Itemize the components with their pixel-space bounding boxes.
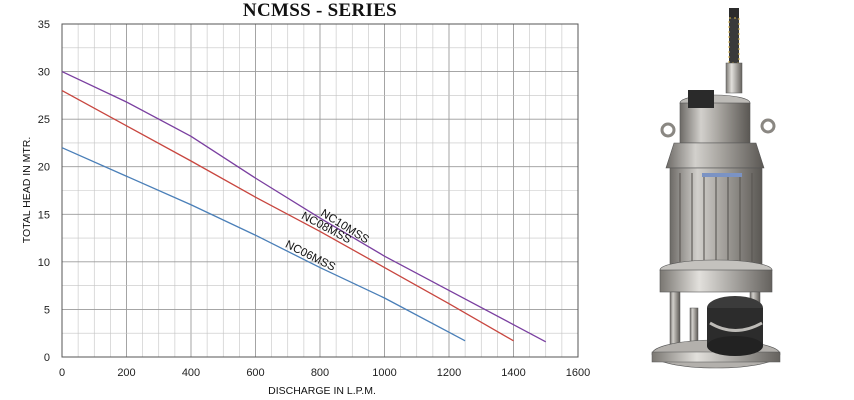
x-axis-label: DISCHARGE IN L.P.M. — [268, 385, 376, 397]
series-lines — [61, 70, 547, 343]
y-tick-label: 35 — [38, 19, 50, 31]
y-tick-label: 30 — [38, 67, 50, 79]
x-tick-label: 600 — [246, 367, 264, 379]
series-line-nc06mss — [61, 147, 466, 342]
tick-labels: 0 200 400 600 800 1000 1200 1400 1600 0 5 10 15 20 25 3… — [38, 19, 590, 379]
y-tick-label: 20 — [38, 162, 50, 174]
x-tick-label: 800 — [311, 367, 329, 379]
series-line-nc10mss — [61, 70, 547, 343]
x-tick-label: 1400 — [501, 367, 525, 379]
y-tick-label: 5 — [44, 304, 50, 316]
series-line-nc08mss — [61, 90, 514, 342]
x-tick-label: 200 — [117, 367, 135, 379]
x-tick-label: 400 — [182, 367, 200, 379]
y-tick-label: 0 — [44, 352, 50, 364]
y-tick-label: 10 — [38, 257, 50, 269]
x-tick-label: 1600 — [566, 367, 590, 379]
x-tick-label: 1200 — [437, 367, 461, 379]
y-axis-label: TOTAL HEAD IN MTR. — [21, 137, 33, 244]
grid — [61, 23, 579, 358]
x-tick-label: 0 — [59, 367, 65, 379]
y-tick-label: 15 — [38, 209, 50, 221]
y-tick-label: 25 — [38, 114, 50, 126]
chart-title: NCMSS - SERIES — [242, 0, 398, 21]
series-label-nc06mss: NC06MSS — [283, 239, 337, 274]
pump-image — [651, 8, 781, 369]
plot-frame — [61, 23, 579, 358]
x-tick-label: 1000 — [372, 367, 396, 379]
